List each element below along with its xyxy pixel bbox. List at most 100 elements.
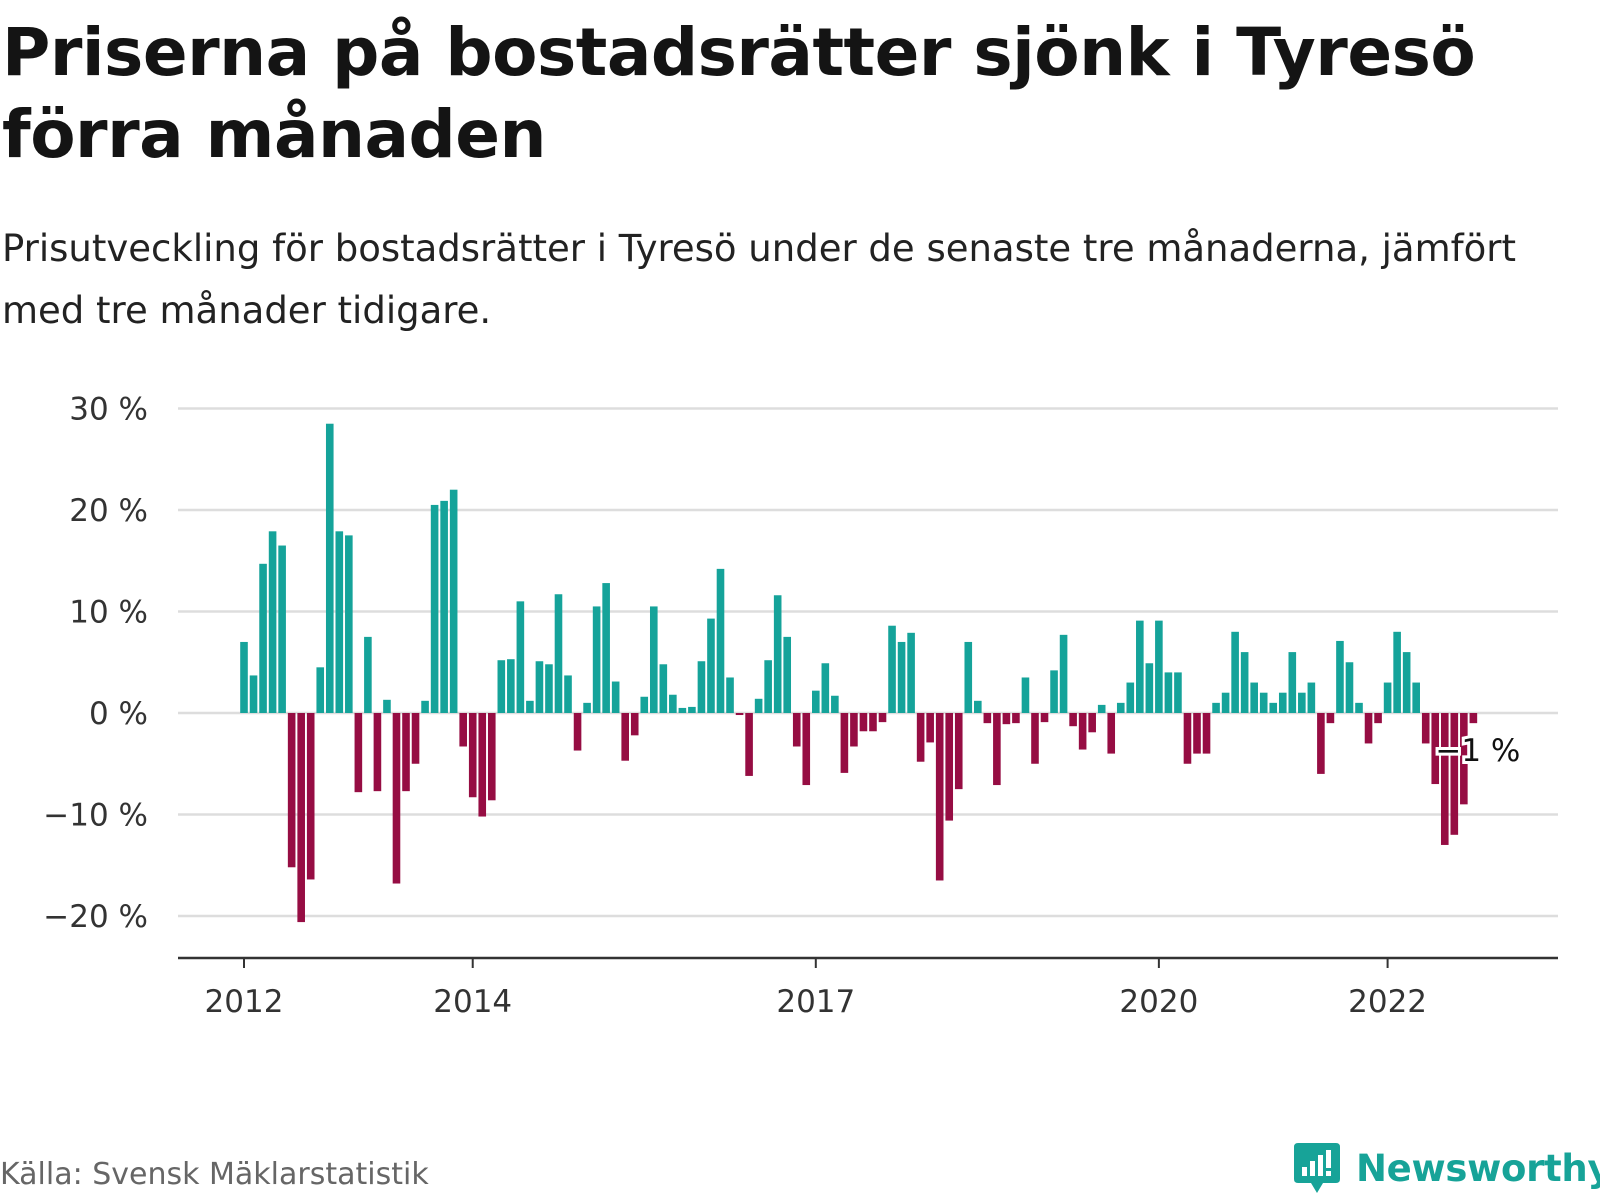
bar xyxy=(487,713,496,801)
bar xyxy=(897,641,906,713)
y-tick-label: −20 % xyxy=(43,899,148,935)
bar xyxy=(1012,713,1020,724)
bar xyxy=(697,661,706,714)
y-tick-label: 30 % xyxy=(69,392,148,428)
chart-title: Priserna på bostadsrätter sjönk i Tyresö… xyxy=(2,14,1476,173)
bar xyxy=(364,636,372,714)
bar xyxy=(1393,631,1401,713)
bar xyxy=(430,504,439,713)
bar xyxy=(335,531,344,713)
bar xyxy=(1288,652,1297,713)
bar xyxy=(297,713,305,923)
bar xyxy=(1374,713,1382,724)
bar xyxy=(1221,692,1230,713)
bar xyxy=(354,713,363,793)
bar xyxy=(459,713,467,747)
bar xyxy=(1193,713,1201,754)
bar xyxy=(1450,713,1459,835)
bar xyxy=(373,713,382,792)
bar xyxy=(773,595,782,713)
bar xyxy=(945,713,954,821)
bar xyxy=(1097,704,1106,713)
bar xyxy=(659,664,668,713)
bar xyxy=(630,713,639,736)
bar xyxy=(1212,702,1220,713)
bar xyxy=(602,583,610,713)
bar xyxy=(792,713,801,747)
bar xyxy=(1240,652,1249,713)
bar xyxy=(1183,713,1192,764)
bar xyxy=(1078,713,1087,750)
bar xyxy=(402,713,410,792)
y-tick-label: −10 % xyxy=(43,798,148,834)
brand: Newsworthy xyxy=(1292,1140,1600,1196)
x-tick-label: 2020 xyxy=(1119,984,1198,1020)
bar xyxy=(278,545,286,713)
bar xyxy=(507,659,515,713)
bar xyxy=(249,675,258,713)
bar xyxy=(411,713,420,764)
y-tick-label: 10 % xyxy=(69,595,148,631)
bar xyxy=(1469,713,1478,724)
bar xyxy=(287,713,296,868)
bar xyxy=(1298,692,1306,713)
bar xyxy=(1440,713,1449,845)
bar xyxy=(1431,713,1440,785)
bar xyxy=(831,695,839,713)
bar xyxy=(1402,652,1411,713)
bar xyxy=(592,606,601,714)
bar xyxy=(859,713,868,732)
bar xyxy=(1126,682,1135,713)
bar xyxy=(325,423,334,713)
bar xyxy=(1460,713,1468,805)
bar xyxy=(878,713,887,723)
x-tick-label: 2022 xyxy=(1348,984,1427,1020)
bar xyxy=(468,713,477,798)
bar xyxy=(735,713,744,716)
bar xyxy=(545,664,553,713)
bar xyxy=(821,663,830,713)
bar xyxy=(745,713,753,776)
x-tick-label: 2012 xyxy=(205,984,284,1020)
bar xyxy=(497,660,506,713)
bar xyxy=(583,702,591,713)
bar xyxy=(802,713,811,786)
brand-name: Newsworthy xyxy=(1356,1146,1600,1190)
bar xyxy=(1336,640,1344,713)
bar xyxy=(669,694,677,713)
bar xyxy=(1355,702,1363,713)
bar xyxy=(1412,682,1420,713)
bar xyxy=(1259,692,1268,713)
last-value-label: −1 % xyxy=(1435,733,1520,769)
x-tick-label: 2017 xyxy=(776,984,855,1020)
bar xyxy=(611,681,620,713)
bar xyxy=(564,675,572,713)
bar xyxy=(812,690,820,713)
bar xyxy=(1031,713,1039,764)
bar xyxy=(240,641,248,713)
bar xyxy=(1326,713,1335,724)
bar xyxy=(1278,692,1287,713)
bar xyxy=(1250,682,1258,713)
bar xyxy=(516,601,525,713)
bar xyxy=(916,713,925,762)
bar xyxy=(1059,634,1068,713)
bar xyxy=(783,636,792,714)
bar xyxy=(535,661,544,714)
bar xyxy=(1269,702,1278,713)
y-tick-label: 0 % xyxy=(89,696,148,732)
bar xyxy=(888,625,896,713)
bar xyxy=(1155,620,1163,713)
bar xyxy=(869,713,877,732)
bar xyxy=(1202,713,1211,754)
bar xyxy=(306,713,315,880)
bar xyxy=(726,677,734,713)
bar xyxy=(840,713,849,773)
bar xyxy=(1069,713,1077,727)
bar xyxy=(954,713,963,790)
bar xyxy=(993,713,1001,786)
bar xyxy=(1145,663,1154,713)
bar xyxy=(1136,620,1144,713)
bar xyxy=(1088,713,1096,733)
bar xyxy=(392,713,401,884)
